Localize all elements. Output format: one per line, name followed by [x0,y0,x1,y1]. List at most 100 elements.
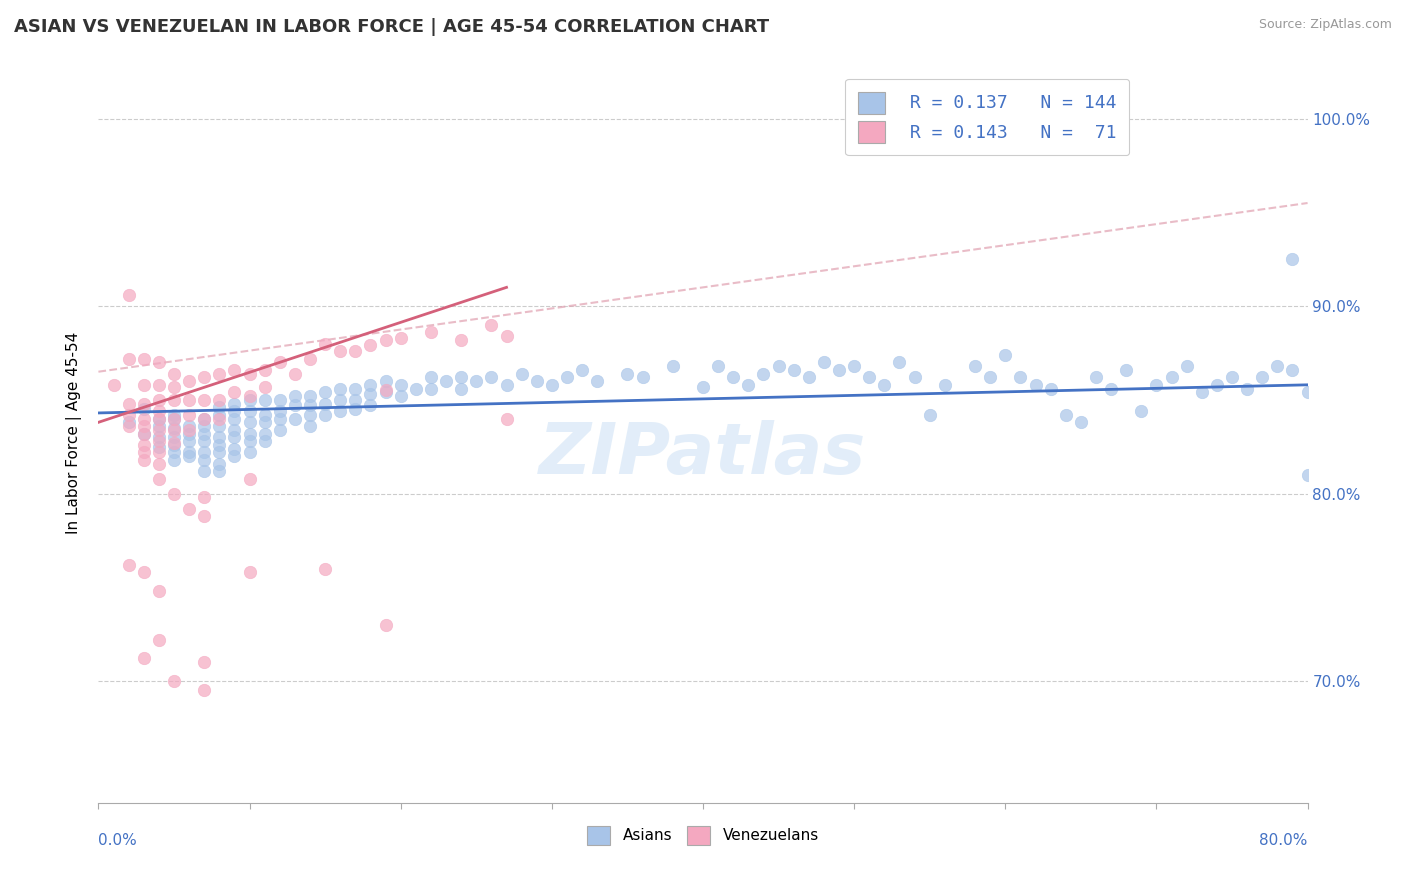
Point [163,392,186,407]
Point [737,377,759,392]
Point [450,370,472,384]
Point [314,385,336,400]
Point [314,396,336,410]
Point [495,377,517,392]
Point [692,380,714,394]
Point [374,385,396,400]
Point [1130,404,1153,418]
Point [239,445,262,459]
Point [179,392,201,407]
Point [163,380,186,394]
Point [299,419,322,434]
Point [616,367,638,381]
Point [374,374,396,388]
Point [118,408,141,422]
Point [450,333,472,347]
Point [253,415,276,429]
Point [918,408,941,422]
Point [208,401,231,415]
Point [163,411,186,425]
Point [224,363,246,377]
Point [148,430,170,444]
Point [631,370,654,384]
Point [1296,385,1319,400]
Point [239,404,262,418]
Point [465,374,488,388]
Point [208,411,231,425]
Point [707,359,730,373]
Point [132,351,155,366]
Point [148,392,170,407]
Point [163,436,186,450]
Point [132,396,155,410]
Point [239,566,262,580]
Point [148,445,170,459]
Point [284,411,307,425]
Point [752,367,775,381]
Point [239,367,262,381]
Point [148,419,170,434]
Point [586,374,609,388]
Point [224,442,246,456]
Point [269,411,291,425]
Point [118,288,141,302]
Point [329,382,352,396]
Point [1206,377,1229,392]
Point [253,363,276,377]
Point [118,419,141,434]
Text: ASIAN VS VENEZUELAN IN LABOR FORCE | AGE 45-54 CORRELATION CHART: ASIAN VS VENEZUELAN IN LABOR FORCE | AGE… [14,18,769,36]
Point [284,367,307,381]
Text: 80.0%: 80.0% [1260,833,1308,848]
Point [314,336,336,351]
Point [208,438,231,452]
Point [148,377,170,392]
Point [344,344,367,359]
Point [389,389,412,403]
Point [420,326,443,340]
Point [193,683,215,698]
Point [239,434,262,448]
Y-axis label: In Labor Force | Age 45-54: In Labor Force | Age 45-54 [66,332,83,533]
Point [360,399,382,413]
Point [813,355,835,369]
Point [299,351,322,366]
Point [1039,382,1062,396]
Point [193,445,215,459]
Point [269,404,291,418]
Point [193,392,215,407]
Point [179,374,201,388]
Point [163,445,186,459]
Point [1267,359,1289,373]
Point [163,423,186,437]
Point [526,374,548,388]
Point [163,673,186,688]
Point [1220,370,1243,384]
Point [253,380,276,394]
Point [797,370,820,384]
Point [253,434,276,448]
Point [208,408,231,422]
Point [118,415,141,429]
Point [224,396,246,410]
Point [118,558,141,572]
Point [193,370,215,384]
Point [179,434,201,448]
Point [329,344,352,359]
Point [224,423,246,437]
Point [224,449,246,463]
Point [329,392,352,407]
Point [148,411,170,425]
Point [1054,408,1077,422]
Point [661,359,683,373]
Point [904,370,927,384]
Point [1070,415,1092,429]
Point [1144,377,1167,392]
Point [179,419,201,434]
Point [450,382,472,396]
Point [768,359,790,373]
Point [994,348,1017,362]
Point [193,490,215,504]
Point [299,399,322,413]
Point [481,370,503,384]
Point [844,359,866,373]
